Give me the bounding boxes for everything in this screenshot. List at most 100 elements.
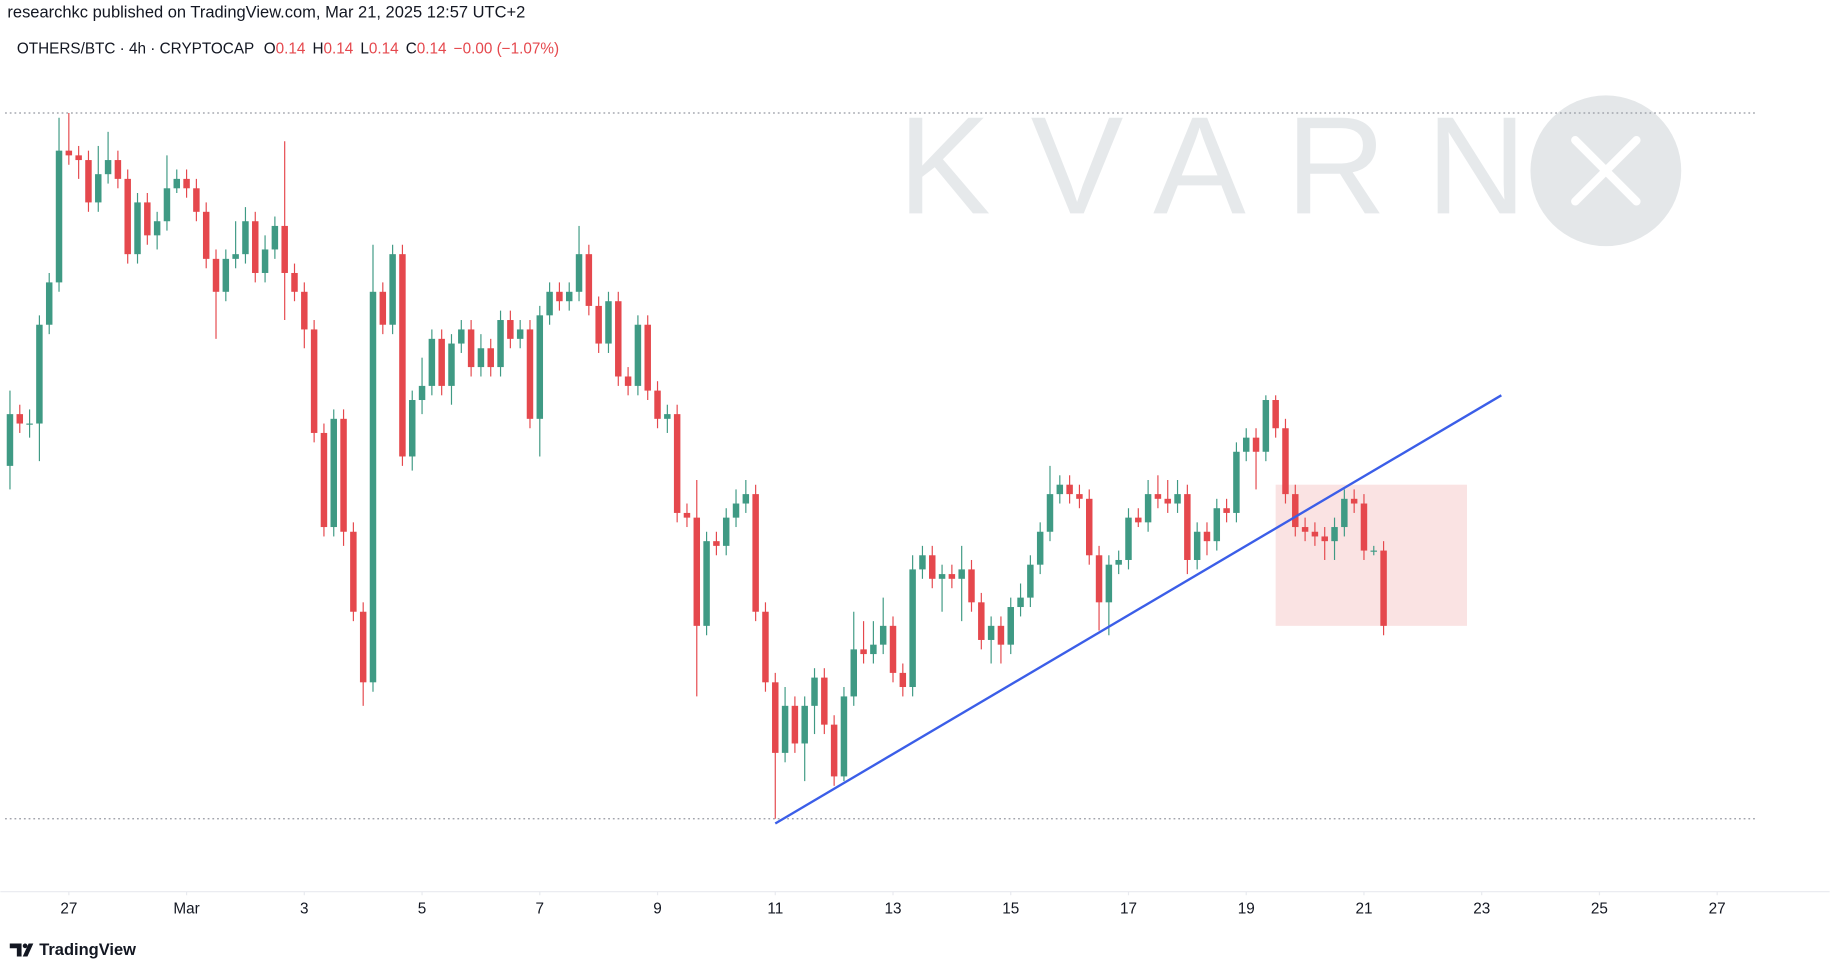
candle-body bbox=[85, 160, 92, 203]
candle-body bbox=[664, 414, 671, 419]
legend-ohlc-value: 0.14 bbox=[417, 41, 447, 58]
x-tick-label: 17 bbox=[1120, 900, 1137, 917]
candle-body bbox=[565, 291, 573, 302]
candle-body bbox=[1311, 531, 1319, 537]
candle-body bbox=[1066, 484, 1073, 495]
x-tick-label: 13 bbox=[885, 900, 902, 917]
candle-body bbox=[1252, 437, 1260, 452]
candle-body bbox=[516, 329, 524, 339]
candle-body bbox=[134, 202, 141, 255]
candle-body bbox=[1380, 550, 1387, 626]
candle-body bbox=[409, 400, 416, 457]
candle-body bbox=[703, 541, 710, 626]
candle-body bbox=[693, 517, 701, 626]
candle-body bbox=[1164, 498, 1171, 504]
candle-body bbox=[762, 611, 769, 683]
candle-body bbox=[369, 291, 377, 683]
candle-body bbox=[722, 517, 730, 546]
candle-body bbox=[36, 324, 43, 424]
candle-body bbox=[1203, 531, 1211, 542]
candle-body bbox=[487, 348, 494, 368]
candle-body bbox=[193, 188, 200, 212]
candle-body bbox=[310, 329, 318, 433]
candle-body bbox=[752, 494, 759, 612]
candle-body bbox=[26, 423, 33, 425]
candle-body bbox=[507, 320, 514, 339]
candle-body bbox=[860, 649, 867, 655]
footer-brand: TradingView bbox=[39, 941, 136, 959]
candle-body bbox=[948, 574, 956, 579]
candle-body bbox=[978, 602, 985, 640]
candle-body bbox=[340, 418, 347, 532]
candle-body bbox=[438, 338, 445, 386]
candle-body bbox=[605, 301, 612, 344]
x-tick-label: 9 bbox=[653, 900, 662, 917]
x-tick-label: 7 bbox=[536, 900, 545, 917]
candle-body bbox=[811, 677, 818, 706]
candle-body bbox=[1233, 451, 1240, 513]
candle-body bbox=[212, 258, 220, 292]
candle-body bbox=[163, 188, 171, 222]
candle-body bbox=[732, 503, 740, 518]
candle-body bbox=[889, 625, 897, 673]
candle-body bbox=[801, 705, 808, 744]
candle-body bbox=[1046, 494, 1054, 532]
tradingview-logo bbox=[9, 943, 34, 957]
candle-body bbox=[1242, 437, 1250, 452]
candle-body bbox=[153, 221, 161, 236]
candle-body bbox=[350, 531, 357, 612]
legend-change: −0.00 (−1.07%) bbox=[454, 41, 559, 58]
legend-ohlc-label: L bbox=[360, 41, 369, 58]
candle-body bbox=[879, 625, 887, 645]
legend: OTHERS/BTC · 4h · CRYPTOCAP O0.14 H0.14 L0.… bbox=[17, 41, 559, 58]
candle-body bbox=[477, 348, 485, 368]
highlight-zone bbox=[1275, 484, 1467, 626]
candle-body bbox=[634, 324, 642, 386]
candle-body bbox=[1223, 508, 1230, 513]
candle-body bbox=[65, 150, 73, 156]
candle-body bbox=[615, 301, 622, 377]
candle-body bbox=[173, 178, 181, 189]
candle-body bbox=[919, 555, 926, 570]
legend-ohlc-value: 0.14 bbox=[324, 41, 354, 58]
candle-body bbox=[379, 291, 387, 325]
x-tick-label: 23 bbox=[1473, 900, 1490, 917]
candle-body bbox=[791, 705, 799, 744]
candle-body bbox=[458, 329, 465, 344]
candle-body bbox=[1341, 498, 1348, 528]
candle-body bbox=[1115, 559, 1122, 565]
candle-body bbox=[252, 221, 259, 273]
x-tick-label: 5 bbox=[418, 900, 427, 917]
x-tick-label: 21 bbox=[1355, 900, 1372, 917]
candle-body bbox=[467, 329, 475, 368]
candle-body bbox=[909, 569, 916, 688]
candle-body bbox=[1144, 494, 1152, 523]
candle-body bbox=[261, 249, 269, 273]
candle-body bbox=[850, 649, 857, 697]
candle-body bbox=[938, 574, 946, 579]
candle-body bbox=[840, 696, 848, 777]
candle-body bbox=[418, 385, 426, 401]
candle-body bbox=[1331, 527, 1338, 542]
candle-body bbox=[1007, 607, 1014, 645]
candle-body bbox=[772, 682, 779, 753]
candle-body bbox=[497, 320, 504, 368]
tradingview-logo-dot bbox=[22, 943, 28, 949]
candle-body bbox=[1135, 517, 1142, 523]
x-tick-label: 3 bbox=[300, 900, 309, 917]
legend-ohlc-label: C bbox=[406, 41, 417, 58]
candle-body bbox=[45, 282, 53, 325]
candle-body bbox=[1095, 555, 1103, 603]
candle-body bbox=[1184, 494, 1191, 560]
candle-body bbox=[1036, 531, 1044, 565]
candle-body bbox=[1154, 494, 1162, 499]
candle-body bbox=[222, 258, 230, 292]
x-tick-label: 27 bbox=[60, 900, 77, 917]
candle-body bbox=[987, 625, 995, 640]
candle-body bbox=[389, 254, 396, 325]
x-tick-label: Mar bbox=[173, 900, 199, 917]
candle-body bbox=[830, 724, 838, 777]
